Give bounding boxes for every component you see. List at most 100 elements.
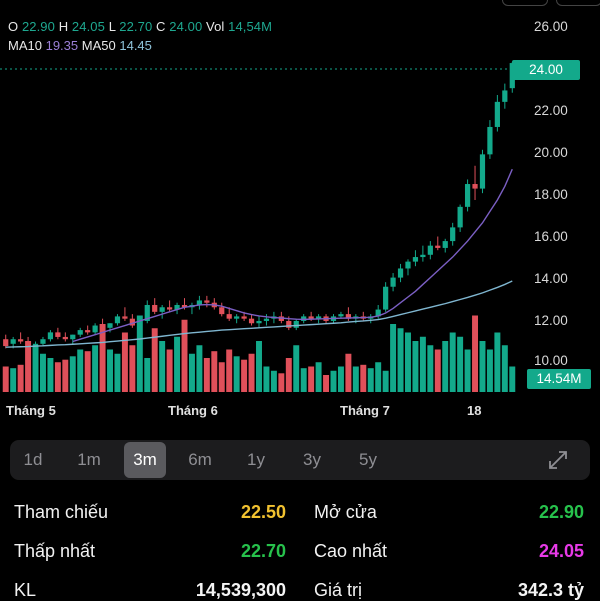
candle xyxy=(219,302,225,317)
tab-5y[interactable]: 5y xyxy=(359,450,377,469)
candle xyxy=(345,307,351,321)
candle xyxy=(226,307,232,321)
volume-bar xyxy=(32,345,39,392)
candle xyxy=(450,222,456,246)
ma10-label: MA10 xyxy=(8,38,42,53)
candle xyxy=(18,332,24,344)
high-price-label: Cao nhất xyxy=(314,541,388,561)
candle xyxy=(114,314,121,326)
price-chart[interactable] xyxy=(0,0,600,395)
y-tick-14: 14.00 xyxy=(534,271,568,286)
volume-bar xyxy=(434,349,441,392)
volume-bar xyxy=(151,328,158,392)
volume-bar xyxy=(47,358,54,392)
ma50-label: MA50 xyxy=(81,38,116,53)
y-tick-10: 10.00 xyxy=(534,353,568,368)
tab-1y[interactable]: 1y xyxy=(247,450,265,469)
volume-bar xyxy=(69,356,76,392)
tab-3m[interactable]: 3m xyxy=(124,442,166,478)
candle xyxy=(99,318,106,331)
candle xyxy=(196,295,203,310)
y-tick-16: 16.00 xyxy=(534,229,568,244)
candle xyxy=(256,316,262,328)
volume-bar xyxy=(293,345,300,392)
candle xyxy=(472,165,478,200)
tab-1m[interactable]: 1m xyxy=(77,450,101,469)
y-tick-20: 20.00 xyxy=(534,145,568,160)
open-label: O xyxy=(8,19,19,34)
candle xyxy=(159,304,165,319)
candle xyxy=(368,314,374,324)
volume-bar xyxy=(479,341,486,392)
volume-bar xyxy=(405,332,411,392)
candle xyxy=(92,323,98,335)
volume-bar xyxy=(382,370,389,392)
volume-bar xyxy=(449,332,456,392)
volume-bar xyxy=(241,359,248,392)
volume-bar xyxy=(196,345,203,392)
last-price-tag: 24.00 xyxy=(512,60,580,80)
candle xyxy=(457,204,463,232)
tab-3y[interactable]: 3y xyxy=(303,450,321,469)
volume-bar xyxy=(285,358,292,392)
volume-bar xyxy=(315,362,322,392)
candle xyxy=(263,314,270,326)
volume-bar xyxy=(300,368,307,392)
candle xyxy=(442,238,448,253)
open-value: 22.90 xyxy=(21,19,55,34)
top-button-partial-2[interactable] xyxy=(556,0,600,6)
volume-bar xyxy=(166,349,173,392)
tab-6m[interactable]: 6m xyxy=(188,450,212,469)
low-label: L xyxy=(108,19,116,34)
volume-bar xyxy=(472,315,479,392)
candle xyxy=(3,334,9,349)
candle xyxy=(77,327,83,337)
volume-bar xyxy=(337,366,344,392)
candle xyxy=(55,327,61,340)
volume-bar xyxy=(486,349,493,392)
volume-bars xyxy=(2,315,516,392)
value-value: 342.3 tỷ xyxy=(517,580,584,600)
candle xyxy=(427,241,433,260)
high-price-value: 24.05 xyxy=(538,541,584,561)
x-tick-thang-7: Tháng 7 xyxy=(340,403,390,418)
candle xyxy=(383,282,389,312)
candle xyxy=(412,250,419,267)
volume-bar xyxy=(107,349,113,392)
volume-bar xyxy=(203,358,210,392)
candle xyxy=(435,236,441,251)
low-price-label: Thấp nhất xyxy=(14,541,96,561)
volume-value: 14,539,300 xyxy=(195,580,286,600)
candle xyxy=(129,314,135,328)
volume-bar xyxy=(494,332,501,392)
candle xyxy=(390,273,396,292)
candle xyxy=(293,318,299,331)
volume-bar xyxy=(270,370,277,392)
expand-icon[interactable] xyxy=(546,448,570,472)
volume-bar xyxy=(99,324,106,392)
volume-bar xyxy=(62,359,69,392)
candle xyxy=(107,323,113,333)
high-label: H xyxy=(58,19,69,34)
volume-bar xyxy=(188,353,195,392)
y-tick-26: 26.00 xyxy=(534,19,568,34)
candle xyxy=(122,307,128,321)
volume-bar xyxy=(263,366,270,392)
volume-bar xyxy=(360,364,367,392)
candle xyxy=(420,245,426,262)
candle xyxy=(494,95,500,132)
volume-bar xyxy=(442,341,449,392)
volume-bar xyxy=(92,345,99,392)
tab-1d[interactable]: 1d xyxy=(23,450,43,469)
volume-bar xyxy=(10,368,17,392)
volume-bar xyxy=(509,366,516,392)
y-tick-18: 18.00 xyxy=(534,187,568,202)
close-label: C xyxy=(156,19,166,34)
candle xyxy=(85,325,91,335)
volume-bar xyxy=(181,319,188,392)
vol-value: 14,54M xyxy=(228,19,273,34)
candle xyxy=(62,332,68,342)
candle xyxy=(47,330,54,342)
top-button-partial[interactable] xyxy=(502,0,548,6)
candle xyxy=(234,314,240,324)
